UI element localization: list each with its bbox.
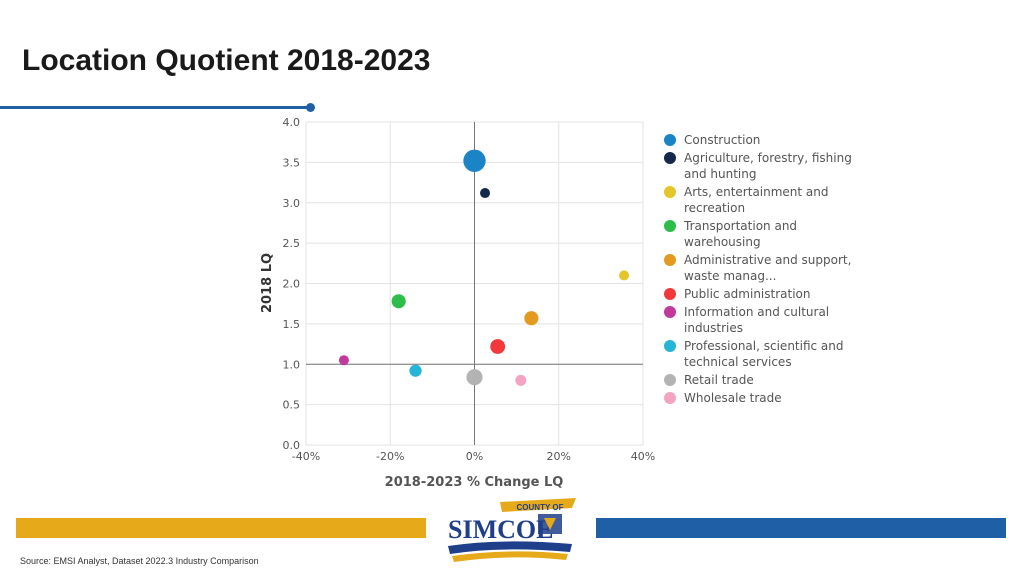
bubble-point xyxy=(463,149,486,172)
legend-swatch xyxy=(664,392,676,404)
legend-swatch xyxy=(664,306,676,318)
legend-item: Construction xyxy=(664,132,854,148)
legend-item: Retail trade xyxy=(664,372,854,388)
x-tick-label: 20% xyxy=(547,450,571,463)
y-tick-label: 3.5 xyxy=(283,156,301,169)
y-tick-label: 2.0 xyxy=(283,278,301,291)
legend-item: Administrative and support, waste manag.… xyxy=(664,252,854,284)
bubble-point xyxy=(391,294,406,309)
bubble-point xyxy=(619,270,630,281)
chart-grid xyxy=(305,121,644,446)
bubble-point xyxy=(338,355,349,366)
title-underline-dot xyxy=(306,103,315,112)
legend-label: Construction xyxy=(684,133,761,147)
legend-label: Wholesale trade xyxy=(684,391,782,405)
legend-label: Public administration xyxy=(684,287,811,301)
logo-big-text: SIMCOE xyxy=(448,515,553,544)
x-tick-label: -20% xyxy=(376,450,404,463)
title-underline xyxy=(0,106,310,109)
legend-label: Information and cultural industries xyxy=(684,305,830,335)
chart-bubbles xyxy=(338,149,630,386)
legend-item: Agriculture, forestry, fishing and hunti… xyxy=(664,150,854,182)
legend-swatch xyxy=(664,186,676,198)
y-tick-label: 1.0 xyxy=(283,358,301,371)
x-tick-label: -40% xyxy=(292,450,320,463)
x-tick-label: 0% xyxy=(466,450,483,463)
logo-small-text: COUNTY OF xyxy=(517,503,564,512)
bubble-point xyxy=(515,374,527,386)
bubble-point xyxy=(524,311,539,326)
legend-item: Public administration xyxy=(664,286,854,302)
bubble-point xyxy=(466,369,483,386)
y-tick-label: 1.5 xyxy=(283,318,301,331)
legend-swatch xyxy=(664,134,676,146)
chart-axes: 0.0 0.5 1.0 1.5 2.0 2.5 3.0 3.5 4.0 -40% -20% 0% 20%… xyxy=(283,116,656,463)
county-of-simcoe-logo: COUNTY OF SIMCOE xyxy=(448,498,576,562)
legend-item: Wholesale trade xyxy=(664,390,854,406)
legend-label: Transportation and warehousing xyxy=(684,219,798,249)
legend-label: Retail trade xyxy=(684,373,754,387)
legend-swatch xyxy=(664,220,676,232)
legend-label: Agriculture, forestry, fishing and hunti… xyxy=(684,151,852,181)
y-tick-label: 4.0 xyxy=(283,116,301,129)
legend-swatch xyxy=(664,254,676,266)
legend-swatch xyxy=(664,288,676,300)
footer-gold-bar xyxy=(16,518,426,538)
legend-item: Arts, entertainment and recreation xyxy=(664,184,854,216)
bubble-point xyxy=(480,188,491,199)
legend-item: Professional, scientific and technical s… xyxy=(664,338,854,370)
y-tick-label: 0.5 xyxy=(283,399,301,412)
y-tick-label: 0.0 xyxy=(283,439,301,452)
y-tick-label: 2.5 xyxy=(283,237,301,250)
footer-blue-bar xyxy=(596,518,1006,538)
legend-item: Transportation and warehousing xyxy=(664,218,854,250)
legend-label: Arts, entertainment and recreation xyxy=(684,185,829,215)
legend-label: Professional, scientific and technical s… xyxy=(684,339,844,369)
x-axis-label: 2018-2023 % Change LQ xyxy=(385,475,564,490)
slide-title: Location Quotient 2018-2023 xyxy=(22,44,431,77)
y-tick-label: 3.0 xyxy=(283,197,301,210)
legend-item: Information and cultural industries xyxy=(664,304,854,336)
legend-label: Administrative and support, waste manag.… xyxy=(684,253,852,283)
legend-swatch xyxy=(664,374,676,386)
y-axis-label: 2018 LQ xyxy=(260,253,275,313)
x-tick-label: 40% xyxy=(631,450,655,463)
legend-swatch xyxy=(664,152,676,164)
bubble-point xyxy=(490,339,506,354)
bubble-point xyxy=(409,364,422,377)
source-note: Source: EMSI Analyst, Dataset 2022.3 Ind… xyxy=(20,556,259,566)
bubble-chart: 0.0 0.5 1.0 1.5 2.0 2.5 3.0 3.5 4.0 -40% -20% 0% 20%… xyxy=(260,116,656,490)
legend-swatch xyxy=(664,340,676,352)
chart-legend: Construction Agriculture, forestry, fishi… xyxy=(664,132,854,408)
